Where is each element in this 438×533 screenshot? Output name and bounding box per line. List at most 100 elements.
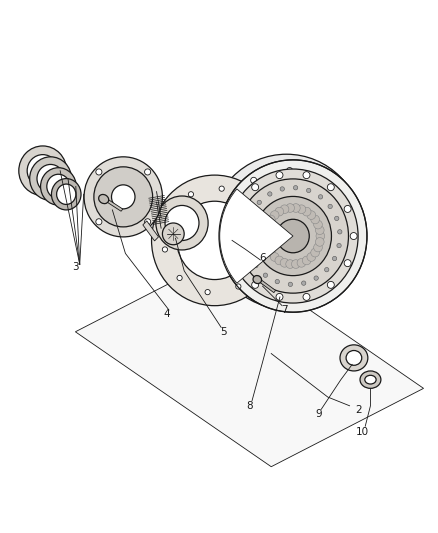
Ellipse shape — [112, 185, 135, 209]
Ellipse shape — [277, 219, 309, 253]
Ellipse shape — [235, 260, 242, 266]
Ellipse shape — [264, 220, 272, 229]
Ellipse shape — [325, 268, 329, 272]
Ellipse shape — [293, 185, 298, 190]
Ellipse shape — [321, 181, 327, 187]
Ellipse shape — [270, 211, 279, 220]
Ellipse shape — [247, 252, 251, 256]
Ellipse shape — [262, 226, 271, 235]
Polygon shape — [104, 198, 123, 211]
Wedge shape — [220, 189, 293, 283]
Text: 5: 5 — [220, 327, 226, 337]
Ellipse shape — [314, 220, 322, 229]
Ellipse shape — [236, 284, 241, 289]
Ellipse shape — [344, 260, 351, 266]
Ellipse shape — [280, 259, 289, 267]
Ellipse shape — [360, 371, 381, 389]
Text: 7: 7 — [281, 305, 288, 315]
Ellipse shape — [261, 232, 270, 240]
Ellipse shape — [344, 205, 351, 213]
Ellipse shape — [94, 167, 152, 227]
Ellipse shape — [346, 351, 362, 365]
Ellipse shape — [251, 177, 257, 183]
Text: 10: 10 — [356, 427, 369, 437]
Ellipse shape — [57, 184, 76, 205]
Ellipse shape — [262, 238, 271, 246]
Ellipse shape — [252, 184, 259, 191]
Ellipse shape — [303, 172, 310, 179]
Ellipse shape — [276, 172, 283, 179]
Ellipse shape — [275, 207, 284, 216]
Text: 8: 8 — [246, 401, 253, 411]
Ellipse shape — [338, 230, 342, 234]
Ellipse shape — [302, 207, 311, 216]
Ellipse shape — [302, 256, 311, 265]
Ellipse shape — [228, 169, 358, 303]
Text: 4: 4 — [163, 309, 170, 319]
Ellipse shape — [165, 205, 199, 240]
Ellipse shape — [167, 215, 172, 220]
Ellipse shape — [27, 155, 58, 187]
Ellipse shape — [275, 256, 284, 265]
Ellipse shape — [288, 282, 293, 287]
Ellipse shape — [84, 157, 162, 237]
Ellipse shape — [229, 232, 236, 239]
Ellipse shape — [51, 179, 81, 210]
Ellipse shape — [227, 207, 233, 213]
Ellipse shape — [315, 238, 324, 246]
Ellipse shape — [292, 260, 300, 269]
Ellipse shape — [99, 195, 109, 204]
Ellipse shape — [327, 184, 334, 191]
Ellipse shape — [350, 232, 357, 239]
Ellipse shape — [96, 219, 102, 225]
Ellipse shape — [297, 259, 306, 267]
Polygon shape — [75, 254, 424, 467]
Ellipse shape — [280, 205, 289, 214]
Ellipse shape — [268, 192, 272, 196]
Ellipse shape — [315, 226, 324, 235]
Ellipse shape — [286, 204, 294, 212]
Ellipse shape — [41, 168, 76, 205]
Ellipse shape — [316, 232, 325, 240]
Ellipse shape — [280, 187, 284, 191]
Ellipse shape — [280, 290, 286, 296]
Ellipse shape — [263, 273, 268, 277]
Ellipse shape — [316, 280, 322, 286]
Ellipse shape — [245, 224, 249, 229]
Ellipse shape — [244, 238, 248, 243]
Ellipse shape — [311, 215, 319, 224]
Ellipse shape — [307, 253, 316, 261]
Ellipse shape — [47, 174, 70, 199]
Ellipse shape — [340, 345, 368, 371]
Ellipse shape — [145, 169, 151, 175]
Ellipse shape — [301, 281, 306, 285]
Ellipse shape — [156, 196, 208, 250]
Ellipse shape — [266, 215, 275, 224]
Ellipse shape — [314, 276, 318, 280]
Ellipse shape — [177, 201, 253, 279]
Ellipse shape — [318, 195, 323, 199]
Ellipse shape — [210, 154, 363, 309]
Ellipse shape — [235, 205, 242, 213]
Ellipse shape — [314, 243, 322, 252]
Ellipse shape — [37, 165, 64, 193]
Ellipse shape — [286, 260, 294, 269]
Ellipse shape — [177, 276, 182, 280]
Ellipse shape — [219, 186, 224, 191]
Ellipse shape — [152, 175, 278, 305]
Ellipse shape — [342, 213, 348, 219]
Ellipse shape — [303, 294, 310, 301]
Ellipse shape — [311, 248, 319, 257]
Ellipse shape — [262, 229, 267, 234]
Ellipse shape — [96, 169, 102, 175]
Ellipse shape — [270, 253, 279, 261]
Ellipse shape — [339, 251, 346, 257]
Ellipse shape — [252, 281, 259, 288]
Ellipse shape — [254, 197, 332, 276]
Ellipse shape — [219, 160, 367, 312]
Ellipse shape — [246, 276, 252, 282]
Ellipse shape — [297, 205, 306, 214]
Ellipse shape — [292, 204, 300, 212]
Ellipse shape — [205, 289, 210, 295]
Ellipse shape — [249, 212, 254, 216]
